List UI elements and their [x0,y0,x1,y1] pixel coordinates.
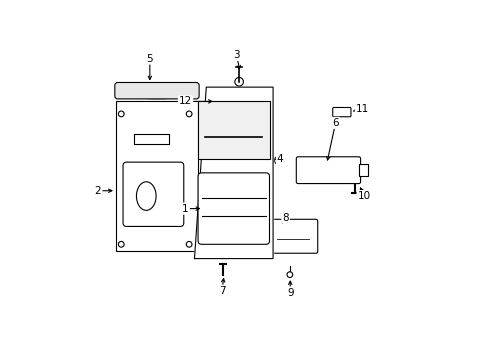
Bar [198,102,269,158]
Circle shape [186,111,192,117]
Text: 6: 6 [332,118,338,128]
Ellipse shape [118,83,196,99]
Text: 1: 1 [182,203,188,213]
Bar [116,102,198,251]
Bar [358,164,367,176]
Text: 2: 2 [95,186,101,196]
FancyBboxPatch shape [198,173,269,244]
Text: 7: 7 [218,286,225,296]
Text: 10: 10 [357,191,370,201]
FancyBboxPatch shape [115,82,199,99]
Ellipse shape [136,182,156,210]
Circle shape [186,242,192,247]
Ellipse shape [214,98,223,105]
Text: 4: 4 [276,154,283,164]
Text: 5: 5 [146,54,153,64]
Polygon shape [194,87,272,258]
Circle shape [274,156,283,165]
Text: 12: 12 [179,96,192,107]
FancyBboxPatch shape [267,219,317,253]
Text: 3: 3 [233,50,240,60]
FancyBboxPatch shape [332,108,350,117]
Text: 9: 9 [286,288,293,297]
Text: 11: 11 [355,104,368,113]
FancyBboxPatch shape [296,157,360,184]
Circle shape [286,272,292,278]
Circle shape [118,242,124,247]
Text: 8: 8 [282,212,288,222]
FancyBboxPatch shape [123,162,183,226]
Circle shape [234,77,243,86]
Circle shape [118,111,124,117]
